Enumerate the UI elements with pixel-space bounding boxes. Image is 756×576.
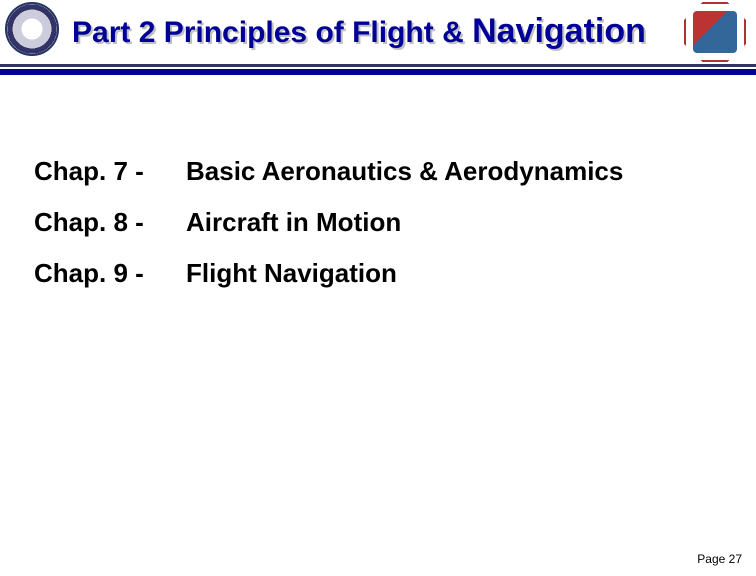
chapter-label: Chap. 7 - <box>34 156 186 187</box>
list-item: Chap. 9 - Flight Navigation <box>34 258 623 289</box>
slide-title-part1: Part 2 Principles of Flight & <box>72 16 472 49</box>
chapter-list: Chap. 7 - Basic Aeronautics & Aerodynami… <box>34 156 623 309</box>
divider-thin <box>0 64 756 67</box>
list-item: Chap. 7 - Basic Aeronautics & Aerodynami… <box>34 156 623 187</box>
emblem-shape <box>684 2 746 62</box>
page-number: Page 27 <box>697 552 742 566</box>
slide-title-part2: Navigation <box>472 12 646 50</box>
chapter-title: Flight Navigation <box>186 258 397 289</box>
slide-title: Part 2 Principles of Flight & Navigation <box>72 12 646 51</box>
aerospace-education-emblem-icon <box>684 2 746 62</box>
list-item: Chap. 8 - Aircraft in Motion <box>34 207 623 238</box>
emblem-shape <box>5 2 59 56</box>
chapter-title: Basic Aeronautics & Aerodynamics <box>186 156 623 187</box>
divider-thick <box>0 69 756 75</box>
chapter-label: Chap. 9 - <box>34 258 186 289</box>
slide-header: Part 2 Principles of Flight & Navigation <box>0 0 756 78</box>
chapter-title: Aircraft in Motion <box>186 207 401 238</box>
header-divider <box>0 64 756 75</box>
chapter-label: Chap. 8 - <box>34 207 186 238</box>
cap-seal-emblem-icon <box>5 2 59 56</box>
slide: Part 2 Principles of Flight & Navigation… <box>0 0 756 576</box>
